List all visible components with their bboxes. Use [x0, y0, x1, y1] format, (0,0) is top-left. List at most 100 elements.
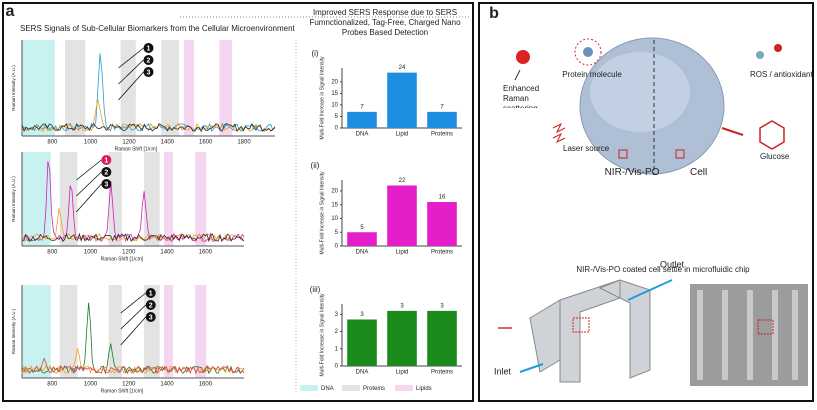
- x-tick-label: 1600: [199, 250, 213, 256]
- channels: [697, 290, 798, 380]
- y-axis-label: Multi-Fold Increase in Signal Intensity: [319, 171, 325, 255]
- x-tick-label: 1200: [122, 250, 136, 256]
- x-axis-label: Raman Shift [1/cm]: [115, 146, 158, 152]
- ros-icon: [756, 51, 764, 59]
- x-axis-label: Raman Shift [1/cm]: [101, 388, 144, 394]
- y-axis-label: Raman Intensity (A.U.): [11, 176, 16, 222]
- marker-badge: [145, 300, 156, 310]
- marker-badge: [145, 288, 156, 298]
- band: [59, 152, 78, 246]
- marker-number: 3: [147, 69, 151, 76]
- marker-badge: [143, 43, 154, 53]
- y-tick-label: 20: [331, 189, 338, 195]
- marker-badge: [101, 167, 112, 177]
- bar: [427, 111, 457, 128]
- pointer: [514, 69, 521, 81]
- band: [22, 40, 55, 136]
- value-label: 5: [360, 225, 364, 231]
- x-tick-label: Proteins: [431, 370, 453, 376]
- spectrum: [21, 302, 245, 375]
- spectrum: [22, 161, 245, 243]
- spectrum: [21, 99, 276, 132]
- value-label: 24: [399, 65, 406, 71]
- chart-label: (iii): [310, 285, 321, 294]
- panel-title: SERS Signals of Sub-Cellular Biomarkers …: [20, 24, 296, 33]
- marker-number: 2: [104, 169, 108, 176]
- caption: Enhanced Raman scattering: [503, 84, 540, 108]
- x-tick-label: 1200: [122, 382, 136, 388]
- x-tick-label: 1200: [122, 140, 136, 146]
- marker-number: 1: [104, 157, 108, 164]
- cell-texture: [590, 52, 690, 132]
- x-tick-label: 1000: [84, 140, 98, 146]
- caption-box: Enhanced Raman scattering: [503, 84, 540, 108]
- band: [120, 40, 136, 136]
- value-label: 7: [360, 104, 364, 110]
- marker-arrow: [118, 47, 144, 69]
- marker-arrow: [76, 159, 102, 181]
- arrow: [721, 127, 744, 136]
- caption: Glucose: [760, 152, 790, 161]
- y-axis-label: Multi-Fold Increase in Signal Intensity: [319, 56, 325, 140]
- value-label: 22: [399, 178, 406, 184]
- marker-number: 1: [149, 290, 153, 297]
- x-tick-label: 1400: [160, 382, 174, 388]
- marker-arrow: [120, 316, 147, 346]
- bar: [347, 319, 377, 366]
- chart-label: (ii): [311, 161, 320, 170]
- x-tick-label: 1400: [160, 250, 174, 256]
- band: [144, 285, 160, 378]
- highlight: [757, 319, 774, 335]
- spectrum: [21, 53, 276, 132]
- caption: ROS / antioxidant: [750, 70, 813, 79]
- value-label: 7: [440, 104, 444, 110]
- marker-arrow: [118, 59, 144, 85]
- x-tick-label: 1000: [84, 250, 98, 256]
- panel-label: b: [489, 5, 499, 22]
- marker-arrow: [120, 304, 147, 330]
- x-tick-label: 1600: [199, 140, 213, 146]
- caption: Laser source: [563, 144, 610, 153]
- y-tick-label: 2: [335, 329, 339, 335]
- ros-icon: [774, 44, 782, 52]
- band: [183, 40, 195, 136]
- protein-icon: [583, 47, 593, 57]
- spectrum: [21, 357, 245, 375]
- spectrum: [21, 122, 276, 133]
- glucose-icon: [759, 120, 785, 150]
- band: [65, 40, 86, 136]
- x-tick-label: DNA: [356, 370, 369, 376]
- value-label: 16: [439, 195, 446, 201]
- y-axis-label: Multi-Fold Increase in Signal Intensity: [319, 293, 325, 377]
- bar: [387, 72, 417, 128]
- inlet-arrow: [519, 363, 544, 373]
- x-tick-label: 1600: [199, 382, 213, 388]
- marker-number: 3: [104, 181, 108, 188]
- band: [59, 285, 78, 378]
- legend-label: Proteins: [363, 386, 385, 392]
- legend-swatch: [300, 385, 318, 391]
- x-tick-label: Proteins: [431, 250, 453, 256]
- caption-box: Cell: [690, 168, 707, 178]
- band: [164, 285, 173, 378]
- x-tick-label: DNA: [356, 250, 369, 256]
- chart-label: (i): [311, 49, 318, 58]
- band: [195, 152, 207, 246]
- band: [219, 40, 232, 136]
- bar: [427, 310, 457, 366]
- y-tick-label: 5: [335, 230, 339, 236]
- band: [108, 285, 122, 378]
- x-tick-label: DNA: [356, 132, 369, 138]
- band: [144, 152, 160, 246]
- marker-badge: [143, 55, 154, 65]
- value-label: 3: [360, 312, 364, 318]
- x-tick-label: 800: [47, 250, 58, 256]
- y-tick-label: 1: [335, 346, 339, 352]
- highlight: [572, 317, 590, 333]
- y-tick-label: 10: [331, 103, 338, 109]
- panel-a-frame: [2, 2, 474, 402]
- x-tick-label: Lipid: [396, 250, 409, 256]
- caption: NIR-/Vis-PO: [604, 168, 660, 178]
- panel-b-frame: [478, 2, 814, 402]
- y-tick-label: 10: [331, 216, 338, 222]
